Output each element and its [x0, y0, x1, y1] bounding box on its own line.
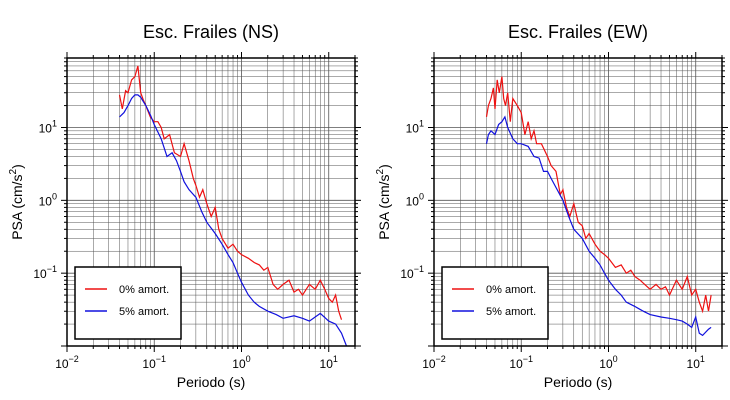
legend-label: 0% amort.: [119, 284, 169, 296]
tick-marks: [428, 52, 728, 352]
legend: 0% amort. 5% amort.: [441, 266, 549, 340]
legend: 0% amort. 5% amort.: [74, 266, 182, 340]
y-tick-label: 101: [39, 119, 57, 136]
chart-panel-1: 10−2 10−1 100 101 10−1 100 101 Esc. Frailes (NS…: [8, 22, 361, 390]
y-tick-label: 100: [406, 191, 424, 208]
tick-marks: [61, 52, 361, 352]
grid: [67, 58, 355, 346]
x-tick-label: 100: [599, 354, 617, 371]
plot-frame: [433, 57, 723, 347]
x-tick-label: 10−1: [509, 354, 533, 371]
chart-panel-2: 10−2 10−1 100 101 10−1 100 101 Esc. Frailes (EW…: [375, 22, 728, 390]
x-tick-label: 101: [687, 354, 705, 371]
x-axis-label: Periodo (s): [544, 374, 612, 390]
x-axis-label: Periodo (s): [177, 374, 245, 390]
legend-box: [441, 266, 549, 340]
y-axis-label: PSA (cm/s2): [375, 164, 392, 240]
y-tick-label: 10−1: [400, 264, 424, 281]
y-tick-label: 101: [406, 119, 424, 136]
x-tick-label: 10−2: [55, 354, 79, 371]
y-axis-label: PSA (cm/s2): [8, 164, 25, 240]
chart-title: Esc. Frailes (NS): [143, 22, 279, 42]
series-line-2: [119, 94, 348, 347]
series-line-2: [485, 115, 712, 337]
x-tick-label: 101: [320, 354, 338, 371]
x-tick-label: 10−1: [142, 354, 166, 371]
y-tick-label: 100: [39, 191, 57, 208]
y-tick-label: 10−1: [33, 264, 57, 281]
legend-label: 5% amort.: [486, 306, 536, 318]
plot-frame: [66, 57, 356, 347]
series-line-1: [485, 76, 712, 314]
x-tick-label: 10−2: [422, 354, 446, 371]
x-tick-label: 100: [232, 354, 250, 371]
legend-box: [74, 266, 182, 340]
chart-title: Esc. Frailes (EW): [508, 22, 648, 42]
legend-label: 0% amort.: [486, 284, 536, 296]
legend-label: 5% amort.: [119, 306, 169, 318]
